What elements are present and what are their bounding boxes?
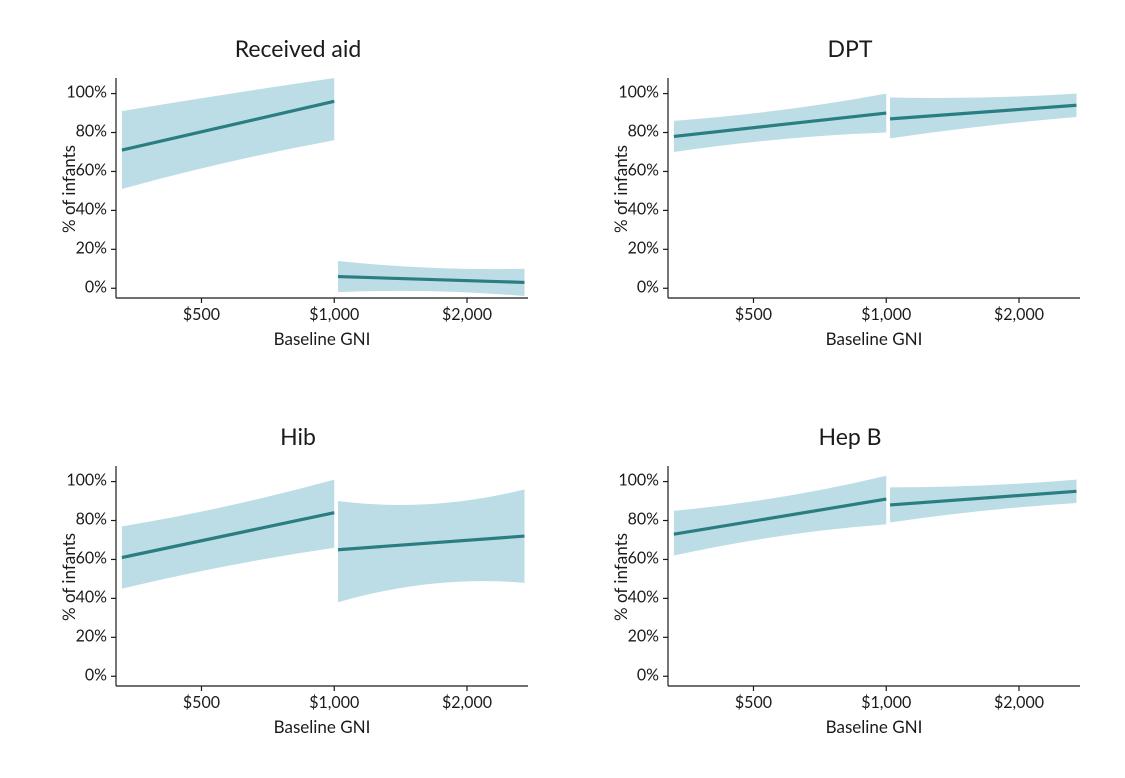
x-tick-label: $500 xyxy=(735,693,772,712)
y-tick-label: 60% xyxy=(76,548,108,567)
y-axis-label: % of infants xyxy=(610,145,631,233)
chart-plot: 0% 20% 40% 60% 80% 100% $500 $1,000 $2,000 xyxy=(68,40,528,350)
y-tick-label: 0% xyxy=(637,665,659,684)
y-tick-label: 100% xyxy=(620,471,659,490)
y-tick-label: 60% xyxy=(628,160,660,179)
confidence-band xyxy=(122,78,334,189)
x-axis-label: Baseline GNI xyxy=(668,716,1080,737)
y-tick-label: 40% xyxy=(76,587,108,606)
y-tick-label: 80% xyxy=(76,122,108,141)
x-tick-label: $1,000 xyxy=(309,305,359,324)
y-tick-label: 20% xyxy=(76,238,108,257)
x-axis-label: Baseline GNI xyxy=(116,328,528,349)
x-tick-label: $500 xyxy=(735,305,772,324)
x-tick-label: $1,000 xyxy=(861,693,911,712)
chart-plot: 0% 20% 40% 60% 80% 100% $500 $1,000 $2,000 xyxy=(620,40,1080,350)
x-tick-label: $500 xyxy=(183,305,220,324)
y-tick-label: 20% xyxy=(628,238,660,257)
chart-plot: 0% 20% 40% 60% 80% 100% $500 $1,000 $2,000 xyxy=(620,428,1080,738)
x-tick-label: $500 xyxy=(183,693,220,712)
confidence-band xyxy=(674,94,886,152)
y-tick-label: 80% xyxy=(628,122,660,141)
x-tick-label: $2,000 xyxy=(994,693,1044,712)
y-axis-label: % of infants xyxy=(58,533,79,621)
y-tick-label: 80% xyxy=(628,510,660,529)
y-tick-label: 80% xyxy=(76,510,108,529)
x-axis-label: Baseline GNI xyxy=(116,716,528,737)
y-tick-label: 40% xyxy=(628,199,660,218)
y-tick-label: 40% xyxy=(76,199,108,218)
y-axis-label: % of infants xyxy=(58,145,79,233)
y-tick-label: 20% xyxy=(76,626,108,645)
x-tick-label: $2,000 xyxy=(994,305,1044,324)
chart-panel: DPT0%20%40%60%80%100%$500$1,000$2,000% o… xyxy=(620,40,1080,350)
y-tick-label: 100% xyxy=(68,471,107,490)
y-tick-label: 100% xyxy=(620,83,659,102)
chart-panel: Hib0%20%40%60%80%100%$500$1,000$2,000% o… xyxy=(68,428,528,738)
chart-panel: Hep B0%20%40%60%80%100%$500$1,000$2,000%… xyxy=(620,428,1080,738)
y-tick-label: 0% xyxy=(85,665,107,684)
x-tick-label: $1,000 xyxy=(309,693,359,712)
x-tick-label: $1,000 xyxy=(861,305,911,324)
y-tick-label: 0% xyxy=(85,277,107,296)
chart-plot: 0% 20% 40% 60% 80% 100% $500 $1,000 $2,000 xyxy=(68,428,528,738)
y-tick-label: 0% xyxy=(637,277,659,296)
confidence-band xyxy=(338,489,524,602)
x-axis-label: Baseline GNI xyxy=(668,328,1080,349)
y-axis-label: % of infants xyxy=(610,533,631,621)
confidence-band xyxy=(890,480,1076,523)
y-tick-label: 60% xyxy=(628,548,660,567)
y-tick-label: 20% xyxy=(628,626,660,645)
figure-grid: Received aid0%20%40%60%80%100%$500$1,000… xyxy=(0,0,1125,778)
chart-panel: Received aid0%20%40%60%80%100%$500$1,000… xyxy=(68,40,528,350)
x-tick-label: $2,000 xyxy=(442,693,492,712)
x-tick-label: $2,000 xyxy=(442,305,492,324)
y-tick-label: 100% xyxy=(68,83,107,102)
y-tick-label: 60% xyxy=(76,160,108,179)
y-tick-label: 40% xyxy=(628,587,660,606)
